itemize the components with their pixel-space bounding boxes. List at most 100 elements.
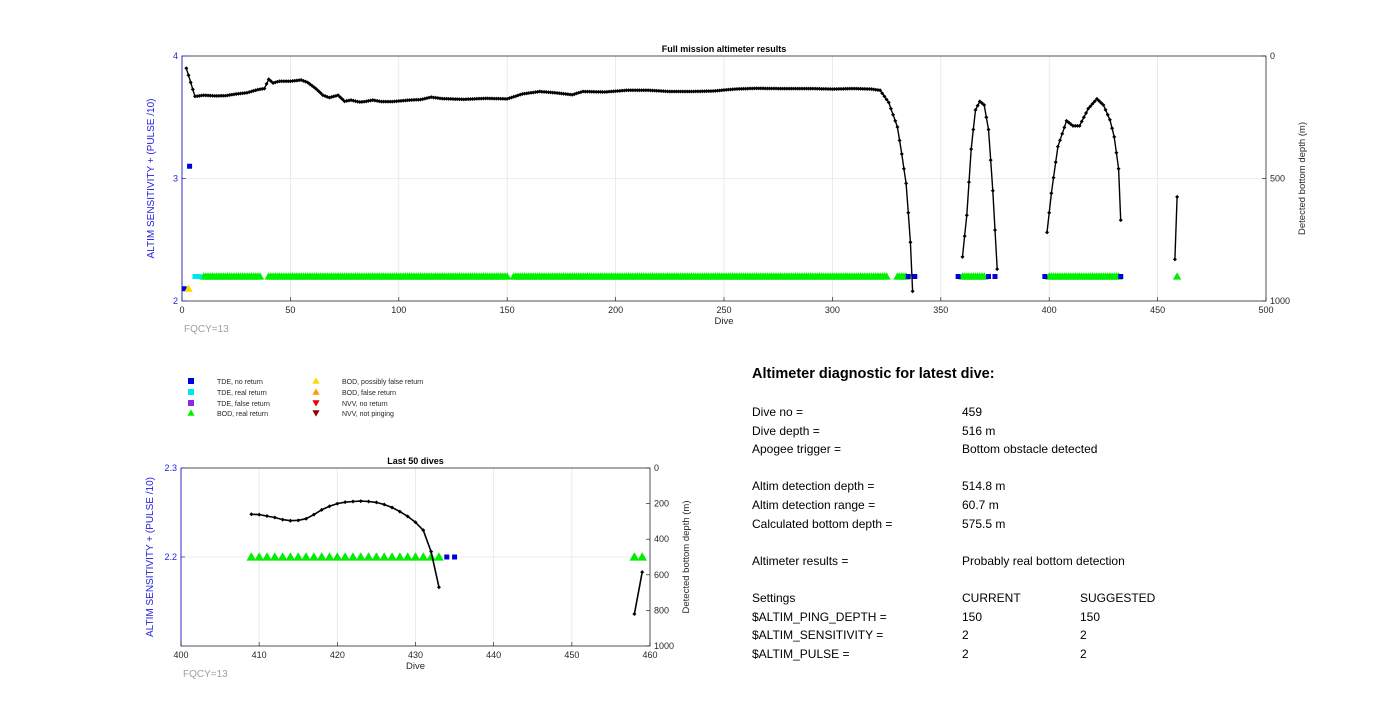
main-depth-point (190, 87, 195, 92)
main-depth-point (765, 86, 770, 91)
setting-row-ping-depth: $ALTIM_PING_DEPTH = 150 150 (752, 610, 1312, 629)
main-x-tick-label: 500 (1258, 305, 1273, 315)
main-depth-point (789, 86, 794, 91)
main-depth-point (624, 88, 629, 93)
main-depth-point (464, 97, 469, 102)
main-depth-point (739, 86, 744, 91)
main-tde-no-return-marker (181, 286, 187, 292)
last50-depth-point (304, 516, 309, 521)
main-depth-point (268, 79, 273, 84)
main-depth-point (414, 97, 419, 102)
main-depth-point (1116, 166, 1121, 171)
main-depth-point (1086, 106, 1091, 111)
main-depth-point (847, 86, 852, 91)
main-depth-point (880, 91, 885, 96)
main-depth-point (862, 86, 867, 91)
main-depth-point (1051, 175, 1056, 180)
last50-y-axis-label: ALTIM SENSITIVITY + (PULSE /10) (145, 477, 156, 637)
main-depth-point (201, 93, 206, 98)
last50-bod-real-return-marker (418, 552, 429, 561)
last50-y-tick-label: 2.3 (164, 463, 177, 473)
main-depth-point (906, 210, 911, 215)
last50-bod-real-return-marker (348, 552, 358, 561)
last50-bod-real-return-marker (340, 552, 350, 561)
last50-tde-no-return-marker (444, 554, 450, 560)
last50-bod-real-return-marker (324, 552, 335, 561)
main-y2-tick-label: 500 (1270, 174, 1285, 184)
last50-bod-real-return-marker (402, 552, 413, 561)
main-depth-point (286, 79, 291, 84)
main-depth-point (490, 96, 495, 101)
main-depth-point (908, 240, 913, 245)
legend-label: BOD, possibly false return (342, 379, 423, 386)
main-depth-point (865, 86, 870, 91)
main-tde-no-return-marker (187, 163, 193, 169)
last50-bod-real-return-marker (301, 552, 311, 561)
last50-depth-line-latest (633, 571, 643, 615)
main-depth-point (1071, 123, 1076, 128)
diagnostic-value: 516 m (962, 423, 996, 438)
last50-bod-real-return-marker (395, 552, 405, 561)
last50-bod-real-return-marker (316, 552, 327, 561)
main-depth-point (893, 118, 898, 123)
last50-x-tick-label: 460 (642, 650, 657, 660)
main-tde-no-return-marker (1118, 274, 1124, 279)
main-depth-point (758, 86, 763, 91)
main-tde-real-return-marker (192, 274, 198, 279)
main-depth-point (674, 89, 679, 94)
main-depth-point (804, 86, 809, 91)
main-depth-point (986, 127, 991, 132)
main-tde-no-return-marker (912, 274, 918, 279)
setting-suggested: 2 (1080, 646, 1087, 661)
last50-depth-point (405, 514, 410, 519)
main-depth-point (481, 96, 486, 101)
main-depth-point (496, 96, 501, 101)
main-depth-point (388, 99, 393, 104)
diagnostic-value: 459 (962, 405, 983, 419)
main-depth-point (663, 89, 668, 94)
main-depth-point (743, 86, 748, 91)
main-depth-point (1172, 257, 1177, 262)
main-depth-point (815, 86, 820, 91)
diagnostic-value: 514.8 m (962, 479, 1006, 494)
diagnostic-row-bottom-depth: Calculated bottom depth = 575.5 m (752, 517, 1312, 536)
main-depth-point (763, 86, 768, 91)
main-x-tick-label: 50 (285, 305, 295, 315)
main-depth-point (446, 96, 451, 101)
main-depth-point (993, 227, 997, 232)
main-depth-point (221, 93, 226, 98)
last50-depth-point (640, 570, 645, 575)
main-depth-point (466, 97, 471, 102)
last50-depth-point (413, 520, 418, 525)
main-depth-point (672, 89, 677, 94)
main-depth-point (1062, 125, 1067, 130)
main-depth-point (691, 89, 696, 94)
main-depth-point (648, 88, 653, 93)
main-depth-point (797, 86, 802, 91)
main-title: Full mission altimeter results (662, 44, 787, 54)
main-x-tick-label: 400 (1042, 305, 1057, 315)
last50-depth-point (366, 499, 371, 504)
main-depth-point (203, 93, 208, 98)
diagnostic-row-detection-range: Altim detection range = 60.7 m (752, 498, 1312, 517)
main-depth-point (1105, 112, 1110, 117)
last50-x-tick-label: 450 (564, 650, 579, 660)
setting-name: $ALTIM_PING_DEPTH = (752, 609, 887, 624)
last50-bod-real-return-marker (434, 552, 444, 561)
main-depth-point (1097, 98, 1102, 103)
main-depth-point (988, 158, 993, 163)
main-depth-point (474, 96, 479, 101)
main-depth-point (745, 86, 750, 91)
main-depth-point (828, 87, 833, 92)
main-depth-point (479, 96, 484, 101)
main-depth-point (188, 80, 193, 85)
last50-bod-real-return-marker (309, 552, 319, 561)
legend-label: NVV, not pinging (342, 411, 394, 418)
settings-current-header: CURRENT (962, 590, 1021, 605)
main-depth-point (184, 66, 189, 71)
main-depth-point (695, 89, 700, 94)
main-depth-point (381, 99, 386, 104)
main-x-tick-label: 450 (1150, 305, 1165, 315)
last50-depth-point (296, 518, 301, 523)
main-depth-line-hump1 (961, 100, 998, 270)
